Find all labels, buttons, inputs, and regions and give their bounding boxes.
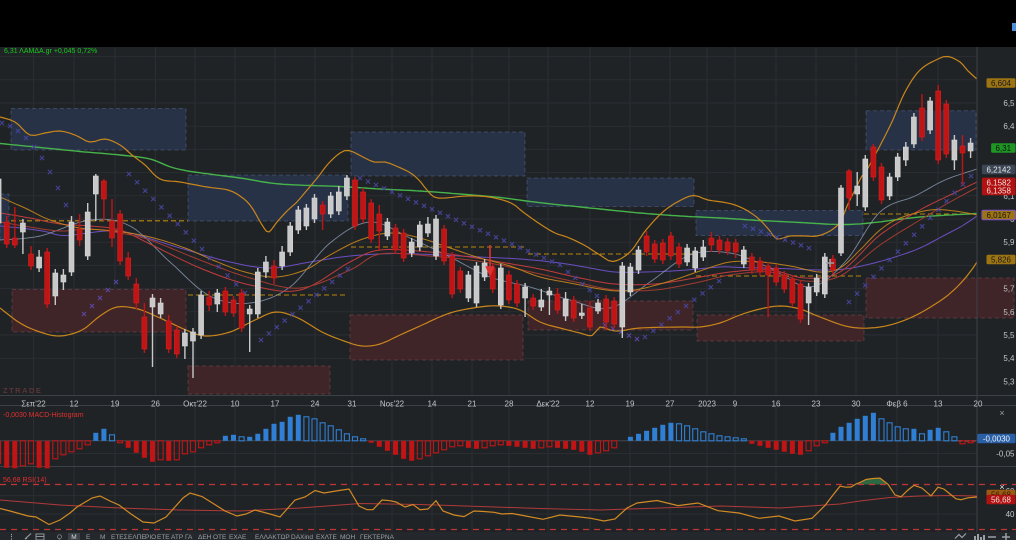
svg-text:20: 20 — [974, 400, 983, 409]
svg-text:ΕΧΑΕ: ΕΧΑΕ — [229, 534, 247, 540]
svg-text:23: 23 — [812, 400, 821, 409]
svg-text:6,1: 6,1 — [1003, 192, 1015, 201]
svg-text:ΜΟΗ: ΜΟΗ — [340, 534, 355, 540]
svg-text:ΓΑ: ΓΑ — [185, 534, 193, 540]
svg-text:2023: 2023 — [698, 400, 716, 409]
svg-text:Δεκ'22: Δεκ'22 — [536, 400, 560, 409]
svg-text:6,1358: 6,1358 — [986, 187, 1011, 196]
svg-text:31: 31 — [348, 400, 357, 409]
svg-text:ΕΧΛΤΕ: ΕΧΛΤΕ — [316, 534, 338, 540]
svg-text:DAXind: DAXind — [291, 534, 313, 540]
svg-text:27: 27 — [666, 400, 675, 409]
svg-text:6,5: 6,5 — [1003, 99, 1015, 108]
svg-text:5,3: 5,3 — [1003, 377, 1015, 386]
svg-text:5,4: 5,4 — [1003, 354, 1015, 363]
svg-text:5,826: 5,826 — [991, 256, 1012, 265]
svg-text:6,31: 6,31 — [996, 144, 1012, 153]
svg-text:6,4: 6,4 — [1003, 122, 1015, 131]
svg-text:ΑΤΡ: ΑΤΡ — [171, 534, 183, 540]
svg-text:Οκτ'22: Οκτ'22 — [183, 400, 207, 409]
svg-text:28: 28 — [505, 400, 514, 409]
svg-text:56,68: 56,68 — [991, 496, 1012, 505]
svg-text:5,9: 5,9 — [1003, 238, 1015, 247]
svg-text:19: 19 — [626, 400, 635, 409]
svg-text:M: M — [100, 534, 105, 540]
svg-text:24: 24 — [311, 400, 320, 409]
svg-text:21: 21 — [468, 400, 477, 409]
svg-text:16: 16 — [772, 400, 781, 409]
svg-text:ZTRADE: ZTRADE — [3, 386, 42, 395]
svg-text:ΕΛΛΑΚΤΩΡ: ΕΛΛΑΚΤΩΡ — [255, 534, 290, 540]
svg-text:56,68 RSI(14): 56,68 RSI(14) — [3, 477, 47, 484]
svg-text:26: 26 — [151, 400, 160, 409]
svg-text:Q: Q — [57, 534, 62, 540]
svg-text:6,0167: 6,0167 — [986, 211, 1011, 220]
svg-text:ΔΕΗ: ΔΕΗ — [198, 534, 212, 540]
svg-text:Φεβ 6: Φεβ 6 — [886, 400, 908, 409]
svg-text:12: 12 — [586, 400, 595, 409]
svg-text:ΕΤΕΣ: ΕΤΕΣ — [111, 534, 128, 540]
svg-text:-0,05: -0,05 — [996, 450, 1015, 459]
svg-text:ΕΛΠΕ: ΕΛΠΕ — [128, 534, 146, 540]
svg-text:M: M — [71, 534, 76, 540]
svg-text:10: 10 — [231, 400, 240, 409]
svg-text:-0,0030: -0,0030 — [983, 435, 1011, 444]
svg-text:40: 40 — [1006, 510, 1015, 519]
svg-text:ΕΤΕ: ΕΤΕ — [157, 534, 170, 540]
svg-text:E: E — [86, 534, 91, 540]
svg-text:5,7: 5,7 — [1003, 285, 1015, 294]
svg-text:ΟΤΕ: ΟΤΕ — [213, 534, 227, 540]
svg-text:5,6: 5,6 — [1003, 308, 1015, 317]
svg-text:12: 12 — [70, 400, 79, 409]
svg-text:×: × — [999, 482, 1004, 492]
svg-text:5,5: 5,5 — [1003, 331, 1015, 340]
svg-text:-0,0030 MACD-Histogram: -0,0030 MACD-Histogram — [3, 412, 84, 419]
svg-text:30: 30 — [852, 400, 861, 409]
svg-text:19: 19 — [111, 400, 120, 409]
svg-text:6,1582: 6,1582 — [986, 178, 1011, 187]
svg-text:14: 14 — [428, 400, 437, 409]
svg-text:ΓΕΚΤΕΡΝΑ: ΓΕΚΤΕΡΝΑ — [360, 534, 395, 540]
svg-text:Νοε'22: Νοε'22 — [380, 400, 405, 409]
svg-text:6,31 ΛΑΜΔΑ.gr +0,045 0,72%: 6,31 ΛΑΜΔΑ.gr +0,045 0,72% — [4, 48, 97, 55]
svg-text:6,2142: 6,2142 — [986, 166, 1011, 175]
svg-text:17: 17 — [271, 400, 280, 409]
svg-text:ΡΙΟ: ΡΙΟ — [145, 534, 156, 540]
svg-text:Σεπ'22: Σεπ'22 — [21, 400, 46, 409]
svg-text:⋮: ⋮ — [8, 533, 15, 540]
svg-text:9: 9 — [733, 400, 738, 409]
svg-text:6,604: 6,604 — [991, 79, 1012, 88]
svg-text:13: 13 — [934, 400, 943, 409]
svg-text:×: × — [999, 408, 1004, 418]
